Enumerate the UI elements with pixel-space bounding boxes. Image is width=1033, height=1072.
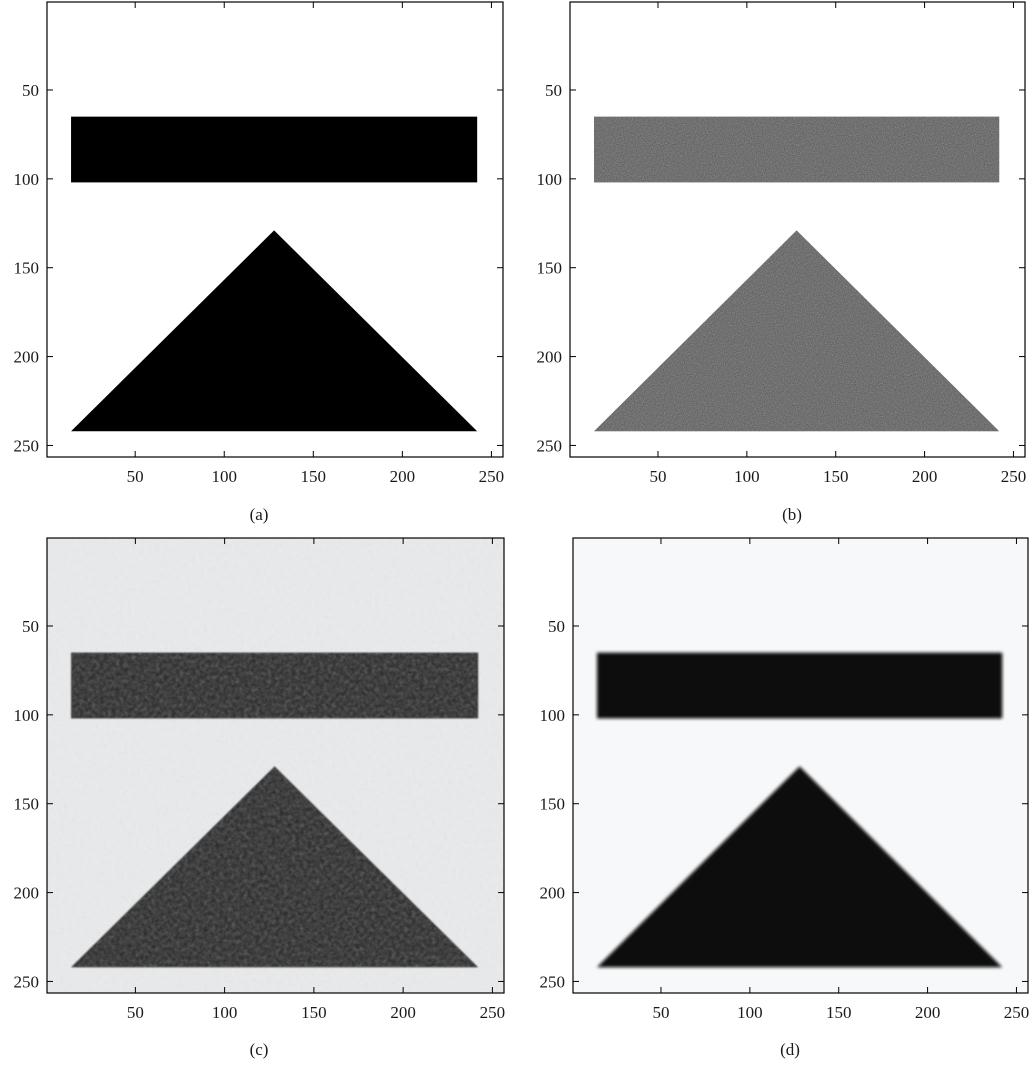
y-tick-label-d-50: 50 <box>548 617 565 636</box>
x-tick-label-d-200: 200 <box>915 1003 941 1022</box>
panel-caption-d: (d) <box>780 1040 800 1059</box>
plot-a: 50 100 150 200 250 50 100 150 200 250 <box>14 1 505 486</box>
bar-noise-b <box>593 116 1000 183</box>
image-shapes-a <box>71 116 478 432</box>
y-tick-label-b-150: 150 <box>537 259 563 278</box>
x-tick-label-a-100: 100 <box>211 467 237 486</box>
plot-c: 50 100 150 200 250 50 100 150 200 250 <box>14 537 506 1022</box>
x-tick-label-b-250: 250 <box>1001 467 1027 486</box>
x-tick-label-a-150: 150 <box>301 467 327 486</box>
axes-frame-b <box>569 1 1026 458</box>
noise-texture-b <box>593 116 1000 432</box>
noise-texture-c <box>47 538 504 993</box>
triangle-noise-b <box>593 230 1000 432</box>
y-tick-label-b-200: 200 <box>537 348 563 367</box>
bar-shape-a <box>71 116 478 183</box>
y-tick-label-a-150: 150 <box>14 259 40 278</box>
x-tick-label-c-100: 100 <box>212 1003 238 1022</box>
triangle-shape-a <box>71 230 478 432</box>
y-tick-label-d-150: 150 <box>540 795 566 814</box>
y-tick-label-d-200: 200 <box>540 884 566 903</box>
y-tick-label-c-50: 50 <box>22 617 39 636</box>
y-tick-label-a-200: 200 <box>14 348 40 367</box>
x-tick-label-d-250: 250 <box>1004 1003 1030 1022</box>
y-tick-label-c-200: 200 <box>14 884 40 903</box>
y-tick-label-c-250: 250 <box>14 972 40 991</box>
figure-panel-c: 50 100 150 200 250 50 100 150 200 250 (c) <box>0 536 1033 1072</box>
x-tick-label-b-100: 100 <box>734 467 760 486</box>
x-tick-label-a-200: 200 <box>390 467 416 486</box>
y-tick-label-b-100: 100 <box>537 170 563 189</box>
x-tick-label-a-250: 250 <box>479 467 505 486</box>
x-tick-label-c-150: 150 <box>301 1003 327 1022</box>
x-tick-label-a-50: 50 <box>127 467 144 486</box>
y-tick-label-b-250: 250 <box>537 436 563 455</box>
background-noise-c <box>47 538 504 993</box>
x-tick-label-c-200: 200 <box>390 1003 416 1022</box>
y-tick-label-b-50: 50 <box>545 81 562 100</box>
y-tick-label-c-150: 150 <box>14 795 40 814</box>
figure-panel-a: 50 100 150 200 250 50 100 150 200 250 (a) <box>14 1 505 524</box>
panel-caption-c: (c) <box>249 1040 269 1059</box>
axes-frame-c <box>46 537 505 994</box>
y-tick-label-c-100: 100 <box>14 706 40 725</box>
x-tick-label-b-200: 200 <box>912 467 938 486</box>
x-tick-label-b-150: 150 <box>823 467 849 486</box>
x-tick-label-c-250: 250 <box>480 1003 506 1022</box>
y-tick-label-d-250: 250 <box>540 972 566 991</box>
triangle-shape-d <box>596 766 1003 968</box>
y-tick-label-a-250: 250 <box>14 436 40 455</box>
x-tick-label-b-50: 50 <box>649 467 666 486</box>
image-shapes-d <box>596 652 1003 968</box>
axes-frame-a <box>46 1 504 458</box>
plot-b: 50 100 150 200 250 50 100 150 200 250 <box>537 1 1027 486</box>
y-tick-label-d-100: 100 <box>540 706 566 725</box>
panel-caption-b: (b) <box>782 505 802 524</box>
x-tick-label-c-50: 50 <box>127 1003 144 1022</box>
y-tick-label-a-100: 100 <box>14 170 40 189</box>
plot-d: 50 100 150 200 250 50 100 150 200 250 <box>540 537 1030 1022</box>
x-tick-label-d-50: 50 <box>652 1003 669 1022</box>
figure-panel-d: 50 100 150 200 250 50 100 150 200 250 (d) <box>0 536 1033 1072</box>
x-tick-label-d-150: 150 <box>826 1003 852 1022</box>
bar-shape-d <box>596 652 1003 719</box>
axes-frame-d <box>572 537 1029 994</box>
x-tick-label-d-100: 100 <box>737 1003 763 1022</box>
figure-panel-b: 50 100 150 200 250 50 100 150 200 250 (b) <box>537 1 1027 524</box>
y-tick-label-a-50: 50 <box>22 81 39 100</box>
panel-caption-a: (a) <box>249 505 269 524</box>
